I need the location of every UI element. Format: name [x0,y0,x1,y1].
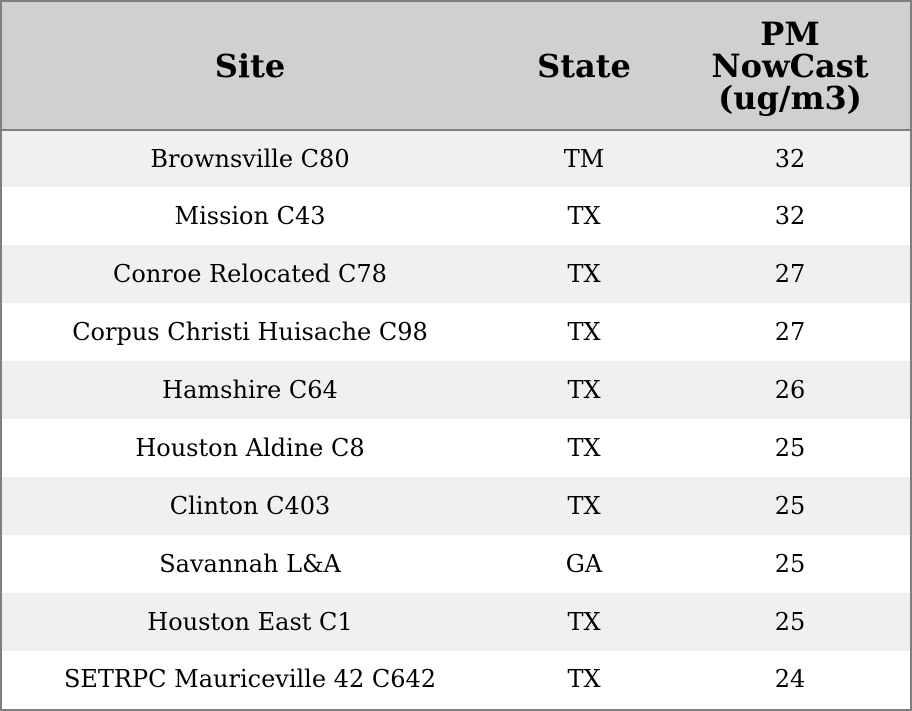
header-pm-nowcast: PM NowCast (ug/m3) [670,2,910,131]
cell-pm: 24 [670,651,910,707]
cell-state: TX [498,361,670,419]
cell-site: Brownsville C80 [2,130,498,187]
cell-state: TX [498,187,670,245]
cell-site: Houston Aldine C8 [2,419,498,477]
cell-pm: 27 [670,303,910,361]
cell-pm: 27 [670,245,910,303]
cell-state: TX [498,477,670,535]
cell-pm: 26 [670,361,910,419]
header-pm-line-1: PM [760,14,820,53]
table-row: Mission C43 TX 32 [2,187,910,245]
header-state: State [498,2,670,131]
table-row: Brownsville C80 TM 32 [2,130,910,187]
header-row: Site State PM NowCast (ug/m3) [2,2,910,131]
table-row: Corpus Christi Huisache C98 TX 27 [2,303,910,361]
table-row: Conroe Relocated C78 TX 27 [2,245,910,303]
cell-site: SETRPC Mauriceville 42 C642 [2,651,498,707]
cell-pm: 25 [670,593,910,651]
cell-state: TX [498,303,670,361]
table-row: Hamshire C64 TX 26 [2,361,910,419]
cell-pm: 25 [670,535,910,593]
table-row: Houston Aldine C8 TX 25 [2,419,910,477]
cell-site: Clinton C403 [2,477,498,535]
cell-pm: 32 [670,130,910,187]
table-row: SETRPC Mauriceville 42 C642 TX 24 [2,651,910,707]
cell-state: GA [498,535,670,593]
cell-site: Mission C43 [2,187,498,245]
table-row: Clinton C403 TX 25 [2,477,910,535]
header-pm-line-2: NowCast [711,46,869,85]
cell-state: TX [498,245,670,303]
cell-site: Hamshire C64 [2,361,498,419]
cell-pm: 32 [670,187,910,245]
header-site: Site [2,2,498,131]
table-header: Site State PM NowCast (ug/m3) [2,2,910,131]
cell-state: TX [498,593,670,651]
cell-state: TX [498,419,670,477]
cell-state: TX [498,651,670,707]
table-row: Savannah L&A GA 25 [2,535,910,593]
cell-pm: 25 [670,477,910,535]
cell-site: Corpus Christi Huisache C98 [2,303,498,361]
cell-state: TM [498,130,670,187]
cell-site: Conroe Relocated C78 [2,245,498,303]
cell-site: Houston East C1 [2,593,498,651]
header-pm-line-3: (ug/m3) [718,78,862,117]
table-row: Houston East C1 TX 25 [2,593,910,651]
cell-pm: 25 [670,419,910,477]
table-body: Brownsville C80 TM 32 Mission C43 TX 32 … [2,130,910,707]
cell-site: Savannah L&A [2,535,498,593]
